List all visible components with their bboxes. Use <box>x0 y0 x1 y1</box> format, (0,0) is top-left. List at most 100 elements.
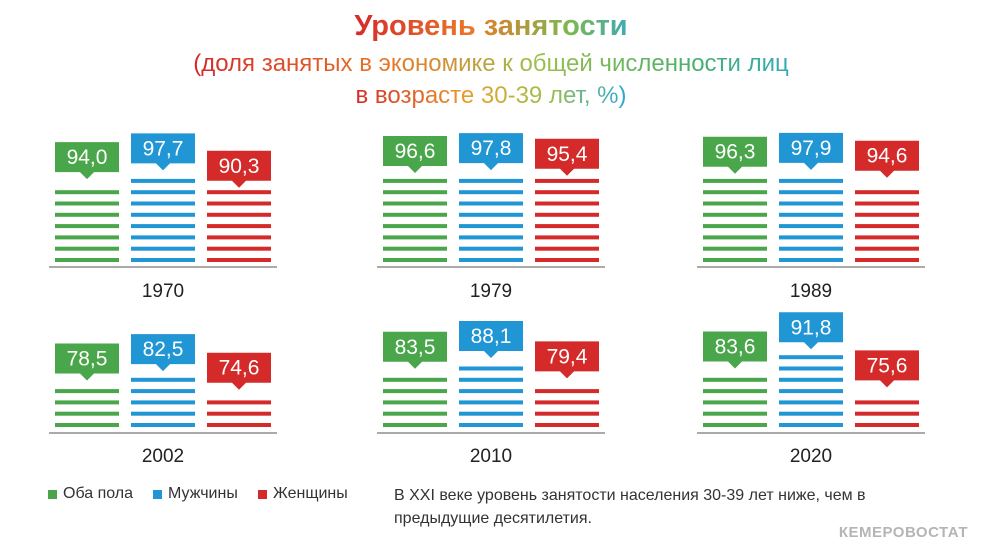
data-label-box-both-1989 <box>703 136 767 174</box>
data-label-box-both-1979 <box>383 135 447 173</box>
data-label-box-both-1970 <box>55 142 119 180</box>
bar-both-2020-stripe <box>703 423 767 427</box>
bar-men-2020-stripe <box>779 389 843 394</box>
year-label-1979: 1979 <box>470 281 512 302</box>
data-label-men-1989: 97,9 <box>791 137 832 160</box>
legend-label-men: Мужчины <box>168 485 238 502</box>
data-label-both-1979: 96,6 <box>395 140 436 163</box>
bar-both-1970-stripe <box>55 201 119 206</box>
data-label-men-1970: 97,7 <box>143 137 184 160</box>
bar-men-2010-stripe <box>459 400 523 405</box>
bar-men-1989-stripe <box>779 212 843 217</box>
bar-men-1989-stripe <box>779 190 843 195</box>
bar-men-1970-stripe <box>131 235 195 240</box>
bar-both-1970-stripe <box>55 258 119 262</box>
data-label-box-men-1989 <box>779 132 843 170</box>
year-label-1989: 1989 <box>790 281 832 302</box>
data-label-box-both-2020 <box>703 331 767 369</box>
bar-both-1989-stripe <box>703 235 767 240</box>
bar-both-1989-stripe <box>703 258 767 262</box>
data-label-both-1989: 96,3 <box>715 141 756 164</box>
bar-men-2020-stripe <box>779 411 843 416</box>
data-label-men-2002: 82,5 <box>143 338 184 361</box>
bar-both-1989-stripe <box>703 212 767 217</box>
bar-both-1979-stripe <box>383 224 447 229</box>
bar-women-1979-stripe <box>535 258 599 262</box>
data-label-women-2010: 79,4 <box>547 345 588 368</box>
bar-women-2002-stripe <box>207 423 271 427</box>
legend-swatch-both <box>48 489 57 499</box>
legend-swatch-women <box>258 489 267 499</box>
bar-both-1979-stripe <box>383 258 447 262</box>
bar-women-2010-stripe <box>535 389 599 394</box>
legend-label-women: Женщины <box>273 485 348 502</box>
data-label-both-2010: 83,5 <box>395 336 436 359</box>
bar-both-1979-stripe <box>383 212 447 217</box>
bar-men-2002-stripe <box>131 377 195 382</box>
data-label-women-1989: 94,6 <box>867 145 908 168</box>
bar-women-2002-stripe <box>207 411 271 416</box>
chart-title: Уровень занятости <box>0 10 982 42</box>
bar-women-2010-stripe <box>535 400 599 405</box>
year-label-2020: 2020 <box>790 446 832 467</box>
bar-women-2010-stripe <box>535 423 599 427</box>
bar-women-1979-stripe <box>535 190 599 195</box>
bar-men-2020-stripe <box>779 355 843 360</box>
bar-women-2002-stripe <box>207 400 271 405</box>
bar-women-2020-stripe <box>855 411 919 416</box>
bar-women-2020-stripe <box>855 423 919 427</box>
bar-men-1979-stripe <box>459 246 523 251</box>
footnote-text: В XXI веке уровень занятости населения 3… <box>394 487 866 527</box>
chart-subtitle-line-1: (доля занятых в экономике к общей числен… <box>0 50 982 78</box>
bar-men-1979-stripe <box>459 235 523 240</box>
data-label-box-men-2010 <box>459 320 523 358</box>
bar-men-1970-stripe <box>131 212 195 217</box>
bar-both-2002-stripe <box>55 411 119 416</box>
bar-men-2020-stripe <box>779 366 843 371</box>
bar-women-1989-stripe <box>855 246 919 251</box>
data-label-box-women-2002 <box>207 352 271 390</box>
bar-men-1989-stripe <box>779 201 843 206</box>
bar-men-1979-stripe <box>459 212 523 217</box>
data-label-box-women-2020 <box>855 350 919 388</box>
bar-women-1989-stripe <box>855 201 919 206</box>
bar-men-1979-stripe <box>459 201 523 206</box>
bar-both-2002-stripe <box>55 400 119 405</box>
data-label-both-1970: 94,0 <box>67 146 108 169</box>
bar-men-2002-stripe <box>131 411 195 416</box>
bar-both-2010-stripe <box>383 400 447 405</box>
bar-women-1970-stripe <box>207 201 271 206</box>
data-label-women-2002: 74,6 <box>219 357 260 380</box>
bar-women-1979-stripe <box>535 235 599 240</box>
data-label-box-men-2002 <box>131 334 195 372</box>
legend-item-men: Мужчины <box>153 484 238 504</box>
data-label-box-both-2010 <box>383 331 447 369</box>
legend-label-both: Оба пола <box>63 485 134 502</box>
bar-men-2020-stripe <box>779 423 843 427</box>
bar-both-1989-stripe <box>703 246 767 251</box>
data-label-box-both-2002 <box>55 343 119 381</box>
bar-both-2010-stripe <box>383 389 447 394</box>
bar-men-2010-stripe <box>459 389 523 394</box>
bar-both-1970-stripe <box>55 246 119 251</box>
data-label-men-2010: 88,1 <box>471 325 512 348</box>
legend-item-women: Женщины <box>258 484 348 504</box>
legend-item-both: Оба пола <box>48 484 133 504</box>
bar-men-1989-stripe <box>779 178 843 183</box>
data-label-box-men-1979 <box>459 133 523 171</box>
bar-both-1979-stripe <box>383 190 447 195</box>
data-label-both-2020: 83,6 <box>715 336 756 359</box>
data-label-women-1970: 90,3 <box>219 155 260 178</box>
bar-men-2002-stripe <box>131 423 195 427</box>
source-label: КЕМЕРОВОСТАТ <box>838 524 968 541</box>
bar-both-1979-stripe <box>383 178 447 183</box>
bar-both-2010-stripe <box>383 423 447 427</box>
data-label-box-women-2010 <box>535 341 599 379</box>
data-label-women-2020: 75,6 <box>867 354 908 377</box>
bar-men-2002-stripe <box>131 400 195 405</box>
data-label-box-women-1979 <box>535 138 599 176</box>
bar-both-2010-stripe <box>383 377 447 382</box>
year-label-1970: 1970 <box>142 281 184 302</box>
bar-women-1989-stripe <box>855 212 919 217</box>
bar-both-1989-stripe <box>703 201 767 206</box>
